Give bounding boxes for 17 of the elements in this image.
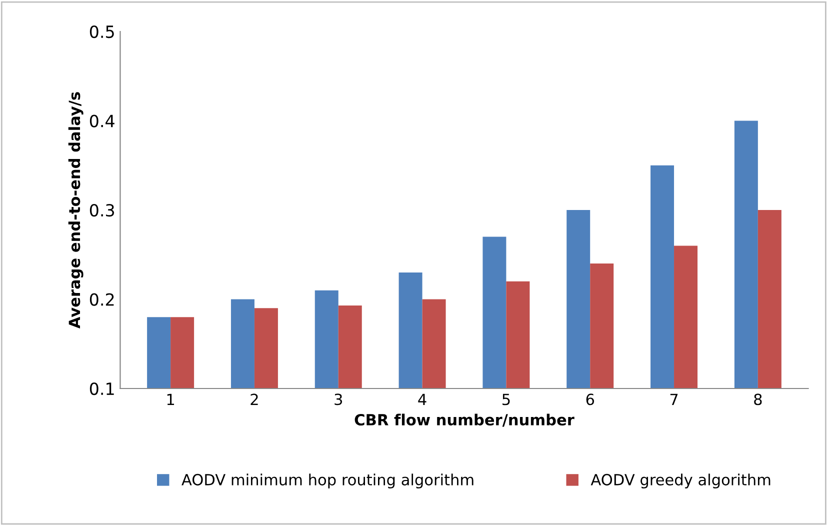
y-tick-label: 0.1 [90,382,114,396]
x-tick-label: 3 [334,394,342,406]
y-tick-label: 0.2 [90,293,114,306]
x-tick-label: 2 [250,394,258,405]
x-axis-title: CBR flow number/number [354,414,574,427]
y-tick-label: 0.5 [90,25,114,38]
x-tick-label: 8 [754,394,762,406]
legend-label: AODV greedy algorithm [590,474,770,488]
x-tick-label: 1 [167,394,174,405]
y-tick-label: 0.4 [90,114,114,128]
y-axis-title: Average end-to-end dalay/s [68,92,84,328]
y-tick-label: 0.3 [90,204,114,217]
x-tick-label: 7 [670,394,678,405]
x-tick-label: 5 [502,394,510,406]
legend-label: AODV minimum hop routing algorithm [182,474,474,488]
x-tick-label: 6 [586,394,594,406]
x-tick-label: 4 [418,394,426,405]
